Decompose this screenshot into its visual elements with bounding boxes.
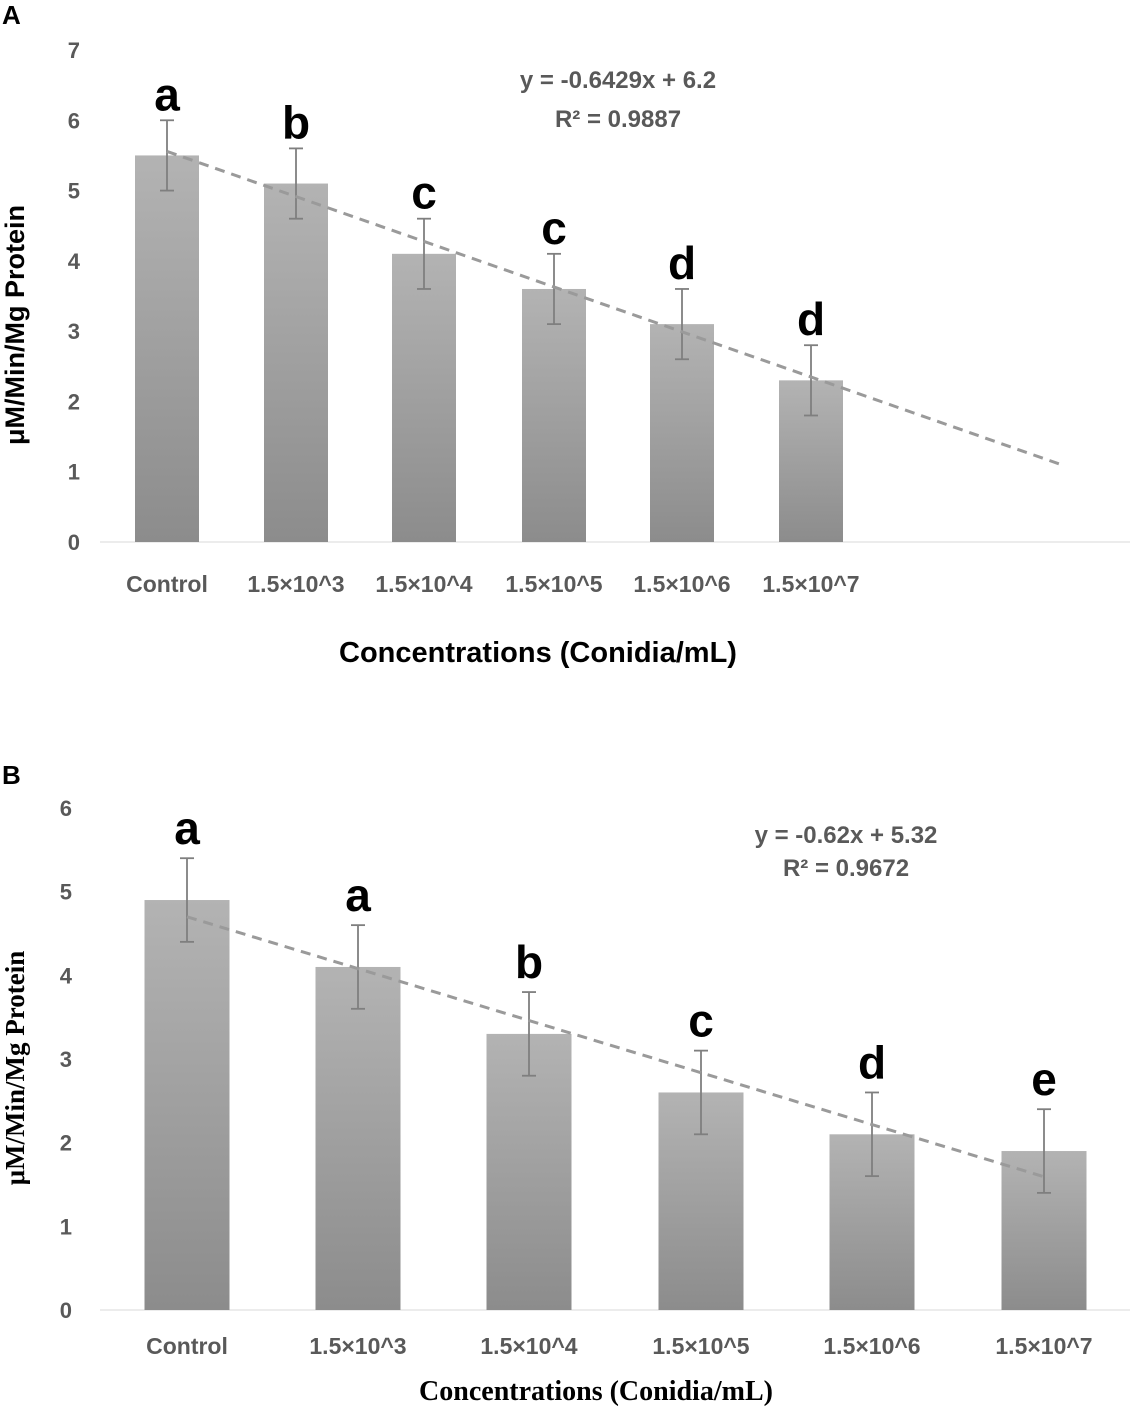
y-tick-label: 0 (60, 1298, 72, 1323)
y-axis-label-b: μM/Min/Mg Protein (0, 951, 30, 1186)
y-tick-label: 4 (68, 249, 81, 274)
category-label: 1.5×10^4 (375, 571, 472, 597)
x-categories-b: Control 1.5×10^3 1.5×10^4 1.5×10^5 1.5×10^6 1… (146, 1333, 1092, 1359)
category-label: 1.5×10^6 (633, 571, 730, 597)
significance-letter: b (515, 936, 543, 988)
r-squared-b: R² = 0.9672 (783, 855, 909, 882)
chart-panel-a: A 0 1 2 3 4 5 6 7 a b c c d d Control 1.5×10^3 1.5×10^… (0, 0, 1130, 669)
significance-letter: b (282, 96, 310, 148)
significance-letter: d (668, 237, 696, 289)
trendline-a (166, 149, 1065, 468)
x-axis-label-b: Concentrations (Conidia/mL) (419, 1376, 773, 1407)
bar (650, 324, 714, 542)
category-label: Control (126, 571, 208, 597)
category-label: 1.5×10^5 (652, 1333, 749, 1359)
y-tick-label: 3 (68, 319, 80, 344)
bar (135, 155, 199, 542)
category-label: 1.5×10^3 (309, 1333, 406, 1359)
x-axis-label-a: Concentrations (Conidia/mL) (339, 637, 737, 669)
category-label: 1.5×10^7 (762, 571, 859, 597)
significance-letter: a (345, 869, 371, 921)
significance-letter: c (688, 995, 714, 1047)
significance-letter: c (411, 167, 437, 219)
category-label: 1.5×10^5 (505, 571, 602, 597)
y-tick-label: 6 (60, 796, 72, 821)
y-tick-label: 3 (60, 1047, 72, 1072)
significance-letter: e (1031, 1053, 1057, 1105)
category-label: Control (146, 1333, 228, 1359)
x-categories-a: Control 1.5×10^3 1.5×10^4 1.5×10^5 1.5×10^6 1… (126, 571, 859, 597)
category-label: 1.5×10^7 (995, 1333, 1092, 1359)
y-tick-label: 1 (60, 1214, 72, 1239)
category-label: 1.5×10^3 (247, 571, 344, 597)
y-tick-label: 6 (68, 108, 80, 133)
y-tick-label: 1 (68, 460, 80, 485)
y-tick-label: 4 (60, 963, 73, 988)
significance-letters-a: a b c c d d (154, 68, 825, 345)
bars-b (144, 900, 1087, 1310)
significance-letter: d (858, 1036, 886, 1088)
r-squared-a: R² = 0.9887 (555, 106, 681, 133)
y-tick-label: 5 (60, 880, 72, 905)
bar (315, 966, 401, 1310)
significance-letters-b: a a b c d e (174, 802, 1057, 1105)
y-ticks-b: 0 1 2 3 4 5 6 (60, 796, 73, 1323)
trend-equation-b: y = -0.62x + 5.32 (755, 822, 938, 849)
panel-letter-a: A (2, 0, 21, 30)
category-label: 1.5×10^4 (480, 1333, 577, 1359)
significance-letter: c (541, 202, 567, 254)
bar (144, 900, 230, 1310)
y-axis-label-a: μM/Min/Mg Protein (0, 205, 30, 445)
error-bars-b (180, 857, 1051, 1194)
y-tick-label: 7 (68, 38, 80, 63)
category-label: 1.5×10^6 (823, 1333, 920, 1359)
bars-a (135, 155, 843, 543)
y-tick-label: 2 (68, 389, 80, 414)
trend-equation-a: y = -0.6429x + 6.2 (520, 67, 716, 94)
bar (264, 183, 328, 543)
bar (522, 288, 586, 542)
y-ticks-a: 0 1 2 3 4 5 6 7 (68, 38, 81, 555)
y-tick-label: 0 (68, 530, 80, 555)
significance-letter: a (154, 68, 180, 120)
trendline-b (186, 915, 1045, 1179)
chart-panel-b: B 0 1 2 3 4 5 6 a a b c d e Control 1.5×10^3 1.5×10^4… (0, 760, 1130, 1407)
y-tick-label: 2 (60, 1131, 72, 1156)
significance-letter: d (797, 293, 825, 345)
bar (392, 253, 456, 543)
panel-letter-b: B (2, 760, 21, 790)
error-bars-a (160, 119, 818, 417)
y-tick-label: 5 (68, 179, 80, 204)
significance-letter: a (174, 802, 200, 854)
bar (486, 1033, 572, 1310)
